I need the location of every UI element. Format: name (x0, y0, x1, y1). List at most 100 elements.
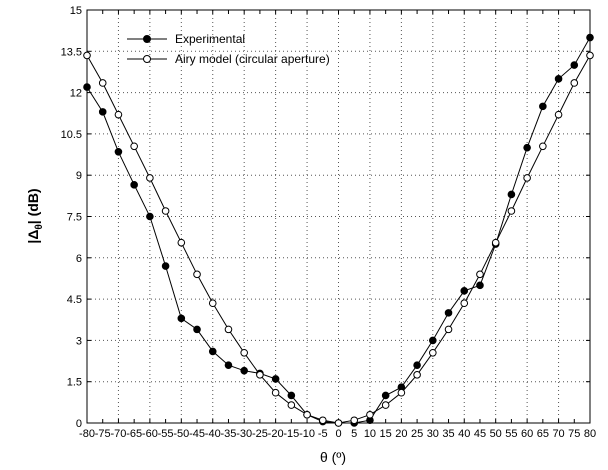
x-tick-label: -40 (205, 428, 221, 440)
y-tick-label: 1.5 (67, 377, 82, 389)
x-tick-label: 15 (380, 428, 392, 440)
data-point-airy-model (366, 410, 374, 419)
data-point-experimental (98, 108, 107, 116)
x-tick-label: 20 (395, 428, 407, 440)
x-tick-label: -5 (318, 428, 328, 440)
y-tick-label: 0 (76, 418, 82, 430)
data-point-airy-model (539, 142, 547, 151)
x-tick-label: 75 (568, 428, 580, 440)
legend-label-experimental: Experimental (175, 32, 245, 46)
x-tick-label: 25 (411, 428, 423, 440)
data-point-experimental (114, 147, 123, 156)
data-point-airy-model (350, 416, 359, 425)
x-tick-label: 10 (364, 428, 376, 440)
y-axis-label-sub: θ (34, 224, 45, 229)
data-point-experimental (287, 391, 296, 400)
data-point-airy-model (413, 371, 421, 379)
x-tick-label: -45 (189, 428, 205, 440)
data-point-airy-model (83, 51, 91, 60)
data-point-experimental (240, 366, 248, 375)
series-airy-model (83, 51, 594, 427)
data-point-airy-model (114, 110, 123, 119)
data-point-experimental (523, 143, 531, 152)
data-point-airy-model (429, 348, 437, 357)
x-tick-label: -25 (252, 428, 268, 440)
data-point-experimental (208, 347, 217, 356)
x-axis-label: θ (º) (320, 449, 346, 465)
data-point-experimental (130, 181, 138, 189)
x-tick-label: -50 (173, 428, 189, 440)
y-tick-label: 12 (70, 88, 82, 100)
data-point-airy-model (208, 299, 217, 308)
data-point-airy-model (130, 142, 138, 151)
data-point-airy-model (554, 110, 563, 119)
x-tick-label: 70 (552, 428, 564, 440)
grid-lines (87, 10, 590, 423)
x-tick-label: -80 (79, 428, 95, 440)
data-point-experimental (476, 281, 484, 290)
x-tick-label: -75 (95, 428, 111, 440)
data-point-experimental (177, 314, 186, 323)
data-point-experimental (271, 375, 280, 383)
y-tick-label: 4.5 (67, 294, 82, 306)
data-point-experimental (146, 212, 154, 221)
data-point-airy-model (146, 174, 154, 182)
x-tick-label: 60 (521, 428, 533, 440)
data-point-experimental (586, 33, 594, 42)
data-point-experimental (83, 83, 91, 91)
data-point-airy-model (586, 51, 594, 60)
x-tick-label: 5 (351, 428, 357, 440)
data-point-airy-model (318, 416, 327, 425)
x-tick-label: -30 (236, 428, 252, 440)
y-tick-label: 3 (76, 335, 82, 347)
data-point-airy-model (397, 388, 406, 397)
data-point-airy-model (476, 270, 484, 279)
y-axis-label: |Δθ| (dB) (25, 188, 45, 243)
y-tick-label: 15 (70, 5, 82, 17)
data-point-experimental (539, 102, 547, 111)
y-axis-label-main: |Δ (25, 230, 41, 244)
legend: Experimental Airy model (circular apertu… (127, 32, 330, 66)
x-tick-label: 80 (584, 428, 596, 440)
data-point-experimental (460, 287, 469, 295)
x-tick-label: -60 (142, 428, 158, 440)
data-point-experimental (161, 262, 170, 270)
x-tick-label: -10 (299, 428, 315, 440)
data-point-experimental (429, 336, 437, 345)
data-point-airy-model (287, 401, 296, 409)
data-point-airy-model (224, 325, 233, 334)
data-point-airy-model (193, 270, 201, 279)
x-tick-label: -55 (158, 428, 174, 440)
plot-area-frame (86, 9, 591, 424)
data-point-airy-model (256, 371, 264, 379)
x-tick-label: -20 (268, 428, 284, 440)
data-point-airy-model (177, 238, 186, 247)
data-point-airy-model (523, 174, 531, 182)
x-tick-label: 65 (537, 428, 549, 440)
series-layer (83, 33, 594, 427)
data-point-airy-model (240, 348, 248, 357)
x-tick-label: -70 (110, 428, 126, 440)
x-tick-label: 30 (427, 428, 439, 440)
y-tick-label: 13.5 (61, 46, 82, 58)
data-point-airy-model (303, 410, 311, 419)
x-axis-ticks: -80 -75 -70 -65 -60 -55 -50 -45 -40 -35 -30 -25 -20-… (79, 10, 596, 440)
legend-label-airy: Airy model (circular aperture) (175, 52, 330, 66)
data-point-experimental (507, 190, 516, 199)
data-point-experimental (444, 309, 453, 317)
data-point-airy-model (507, 207, 516, 215)
x-tick-label: 40 (458, 428, 470, 440)
data-point-experimental (193, 325, 201, 334)
x-tick-label: 0 (335, 428, 341, 440)
y-axis-label-tail: | (dB) (25, 188, 41, 224)
data-point-airy-model (491, 238, 500, 247)
data-point-airy-model (570, 79, 579, 87)
legend-marker-airy (143, 55, 151, 63)
y-tick-label: 10.5 (61, 129, 82, 141)
data-point-experimental (554, 75, 563, 83)
data-point-experimental (413, 361, 421, 369)
data-point-airy-model (381, 401, 390, 409)
data-point-airy-model (444, 325, 453, 334)
x-tick-label: -65 (126, 428, 142, 440)
x-tick-label: 45 (474, 428, 486, 440)
